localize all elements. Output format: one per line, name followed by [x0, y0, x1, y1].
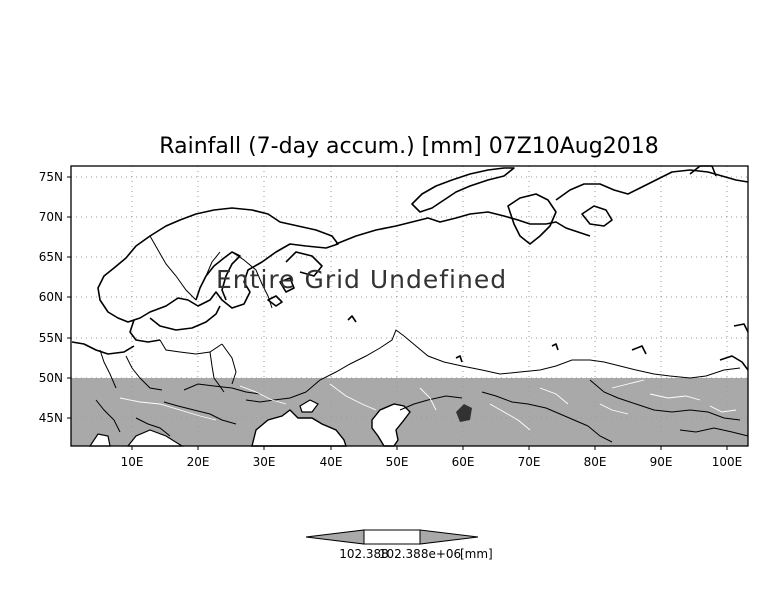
x-tick-label: 100E: [712, 455, 743, 469]
x-tick-label: 50E: [386, 455, 409, 469]
map-title: Rainfall (7-day accum.) [mm] 07Z10Aug201…: [159, 134, 658, 159]
x-tick-label: 70E: [518, 455, 541, 469]
y-tick-label: 70N: [39, 210, 63, 224]
undefined-grid-message: Entire Grid Undefined: [216, 265, 507, 294]
coastlines: [71, 165, 749, 371]
x-tick-label: 40E: [320, 455, 343, 469]
rivers: [119, 379, 737, 431]
x-tick-label: 80E: [584, 455, 607, 469]
x-tick-label: 20E: [187, 455, 210, 469]
colorbar-box: [363, 529, 421, 545]
y-tick-label: 75N: [39, 170, 63, 184]
x-axis: 10E 20E 30E 40E 50E 60E 70E 80E 90E 100E: [121, 446, 743, 469]
colorbar-left-arrow: [305, 529, 365, 545]
lakes: [267, 277, 647, 363]
x-tick-label: 60E: [452, 455, 475, 469]
x-tick-label: 90E: [650, 455, 673, 469]
y-tick-label: 50N: [39, 371, 63, 385]
y-tick-label: 60N: [39, 290, 63, 304]
country-borders: [95, 235, 749, 443]
x-tick-label: 10E: [121, 455, 144, 469]
map-frame: [70, 165, 749, 447]
colorbar-max-label: 102.388e+06: [379, 547, 461, 561]
y-tick-label: 45N: [39, 411, 63, 425]
x-tick-label: 30E: [253, 455, 276, 469]
y-axis: 75N 70N 65N 60N 55N 50N 45N: [39, 170, 71, 425]
colorbar-min-label: 102.388: [339, 547, 389, 561]
y-tick-label: 55N: [39, 331, 63, 345]
colorbar: 102.388 102.388e+06 [mm]: [305, 529, 493, 561]
y-tick-label: 65N: [39, 250, 63, 264]
map-panel: [70, 165, 749, 447]
colorbar-right-arrow: [419, 529, 479, 545]
inland-seas: [88, 399, 472, 447]
colorbar-unit: [mm]: [460, 547, 493, 561]
